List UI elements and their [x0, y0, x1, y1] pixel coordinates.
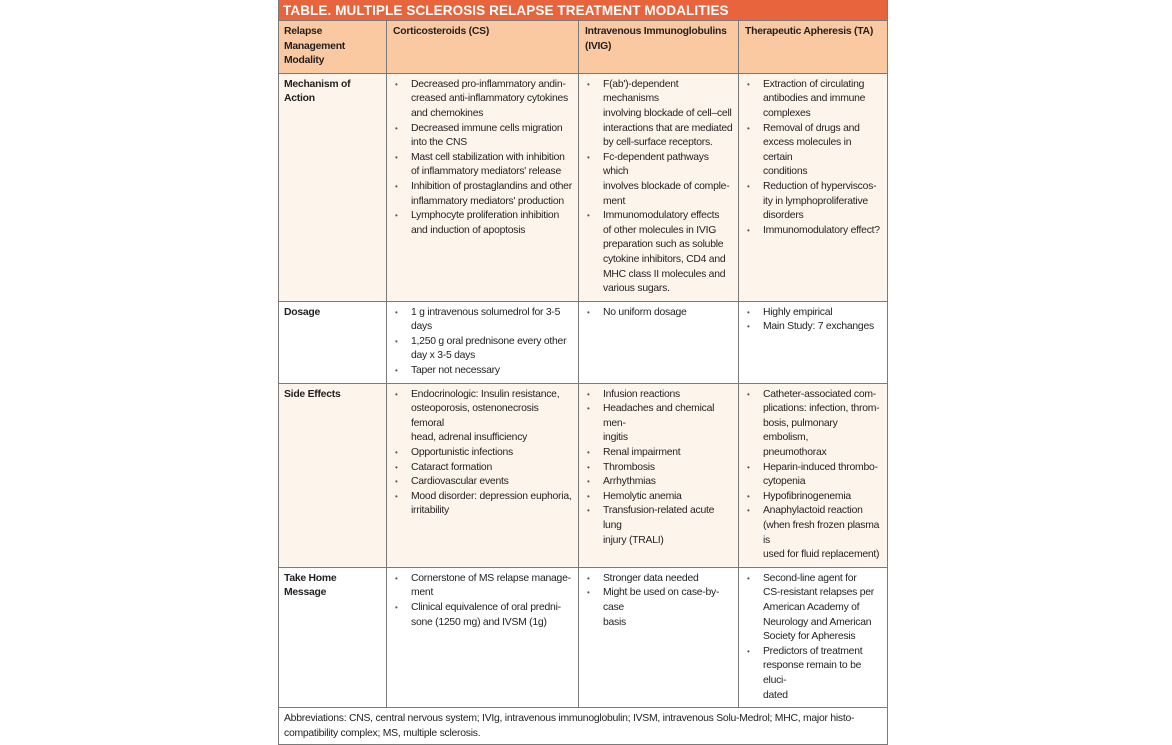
bullet-list: Endocrinologic: Insulin resistance, oste…	[393, 388, 573, 519]
bullet-list: Stronger data neededMight be used on cas…	[585, 572, 733, 630]
cell-cs: Endocrinologic: Insulin resistance, oste…	[386, 383, 578, 567]
bullet-list: Decreased pro-inflammatory andin- crease…	[393, 78, 573, 239]
list-item: No uniform dosage	[585, 306, 733, 321]
list-item: Thrombosis	[585, 461, 733, 476]
list-item: Opportunistic infections	[393, 446, 573, 461]
list-item: Clinical equivalence of oral predni- son…	[393, 601, 573, 630]
list-item: Taper not necessary	[393, 364, 573, 379]
cell-ivig: Stronger data neededMight be used on cas…	[578, 567, 738, 708]
list-item: 1 g intravenous solumedrol for 3-5 days	[393, 306, 573, 335]
row-take-home-message: Take Home Message Cornerstone of MS relap…	[279, 566, 887, 708]
cell-ta: Catheter-associated com- plications: inf…	[738, 383, 887, 567]
treatment-table: TABLE. MULTIPLE SCLEROSIS RELAPSE TREATM…	[278, 0, 888, 745]
list-item: Cornerstone of MS relapse manage- ment	[393, 572, 573, 601]
bullet-list: F(ab')-dependent mechanisms involving bl…	[585, 78, 733, 297]
cell-cs: Cornerstone of MS relapse manage- mentCl…	[386, 567, 578, 708]
cell-ivig: F(ab')-dependent mechanisms involving bl…	[578, 73, 738, 301]
row-label: Take Home Message	[284, 572, 337, 599]
list-item: Infusion reactions	[585, 388, 733, 403]
list-item: Stronger data needed	[585, 572, 733, 587]
list-item: Reduction of hyperviscos- ity in lymphop…	[745, 180, 882, 224]
list-item: Heparin-induced thrombo- cytopenia	[745, 461, 882, 490]
list-item: Highly empirical	[745, 306, 882, 321]
list-item: Predictors of treatment response remain …	[745, 645, 882, 703]
list-item: Renal impairment	[585, 446, 733, 461]
row-label: Dosage	[284, 306, 321, 318]
list-item: Mood disorder: depression euphoria, irri…	[393, 490, 573, 519]
list-item: Endocrinologic: Insulin resistance, oste…	[393, 388, 573, 446]
list-item: Mast cell stabilization with inhibition …	[393, 151, 573, 180]
cell-ta: Extraction of circulating antibodies and…	[738, 73, 887, 301]
list-item: Arrhythmias	[585, 475, 733, 490]
row-side-effects: Side Effects Endocrinologic: Insulin resi…	[279, 382, 887, 567]
header-apheresis: Therapeutic Apheresis (TA)	[738, 21, 887, 73]
list-item: Inhibition of prostaglandins and other i…	[393, 180, 573, 209]
bullet-list: 1 g intravenous solumedrol for 3-5 days1…	[393, 306, 573, 379]
list-item: Catheter-associated com- plications: inf…	[745, 388, 882, 461]
header-corticosteroids: Corticosteroids (CS)	[386, 21, 578, 73]
bullet-list: No uniform dosage	[585, 306, 733, 321]
cell-cs: 1 g intravenous solumedrol for 3-5 days1…	[386, 301, 578, 383]
list-item: Main Study: 7 exchanges	[745, 320, 882, 335]
bullet-list: Highly empiricalMain Study: 7 exchanges	[745, 306, 882, 335]
list-item: 1,250 g oral prednisone every other day …	[393, 335, 573, 364]
table-body: Mechanism of Action Decreased pro-inflamm…	[279, 72, 887, 708]
list-item: Removal of drugs and excess molecules in…	[745, 122, 882, 180]
bullet-list: Catheter-associated com- plications: inf…	[745, 388, 882, 563]
cell-ta: Second-line agent for CS-resistant relap…	[738, 567, 887, 708]
row-dosage: Dosage 1 g intravenous solumedrol for 3-5…	[279, 300, 887, 383]
header-modality: Relapse Management Modality	[284, 26, 346, 67]
row-label: Side Effects	[284, 388, 341, 400]
list-item: Hypofibrinogenemia	[745, 490, 882, 505]
list-item: Might be used on case-by-case basis	[585, 586, 733, 630]
list-item: Anaphylactoid reaction (when fresh froze…	[745, 504, 882, 562]
list-item: Hemolytic anemia	[585, 490, 733, 505]
bullet-list: Second-line agent for CS-resistant relap…	[745, 572, 882, 703]
header-ivig: Intravenous Immunoglobulins (IVIG)	[578, 21, 738, 73]
list-item: Decreased pro-inflammatory andin- crease…	[393, 78, 573, 122]
list-item: Fc-dependent pathways which involves blo…	[585, 151, 733, 209]
cell-ivig: Infusion reactionsHeadaches and chemical…	[578, 383, 738, 567]
list-item: Transfusion-related acute lung injury (T…	[585, 504, 733, 548]
list-item: Decreased immune cells migration into th…	[393, 122, 573, 151]
bullet-list: Infusion reactionsHeadaches and chemical…	[585, 388, 733, 549]
list-item: Second-line agent for CS-resistant relap…	[745, 572, 882, 645]
row-label: Mechanism of Action	[284, 78, 351, 105]
list-item: Lymphocyte proliferation inhibition and …	[393, 209, 573, 238]
cell-ta: Highly empiricalMain Study: 7 exchanges	[738, 301, 887, 383]
list-item: Headaches and chemical men- ingitis	[585, 402, 733, 446]
list-item: Immunomodulatory effects of other molecu…	[585, 209, 733, 297]
row-mechanism-of-action: Mechanism of Action Decreased pro-inflamm…	[279, 72, 887, 301]
cell-cs: Decreased pro-inflammatory andin- crease…	[386, 73, 578, 301]
list-item: Cardiovascular events	[393, 475, 573, 490]
list-item: Extraction of circulating antibodies and…	[745, 78, 882, 122]
list-item: Immunomodulatory effect?	[745, 224, 882, 239]
cell-ivig: No uniform dosage	[578, 301, 738, 383]
list-item: F(ab')-dependent mechanisms involving bl…	[585, 78, 733, 151]
bullet-list: Extraction of circulating antibodies and…	[745, 78, 882, 239]
header-row: Relapse Management Modality Corticostero…	[279, 20, 887, 73]
bullet-list: Cornerstone of MS relapse manage- mentCl…	[393, 572, 573, 630]
abbreviations-footnote: Abbreviations: CNS, central nervous syst…	[279, 707, 887, 745]
list-item: Cataract formation	[393, 461, 573, 476]
table-title: TABLE. MULTIPLE SCLEROSIS RELAPSE TREATM…	[279, 0, 887, 20]
